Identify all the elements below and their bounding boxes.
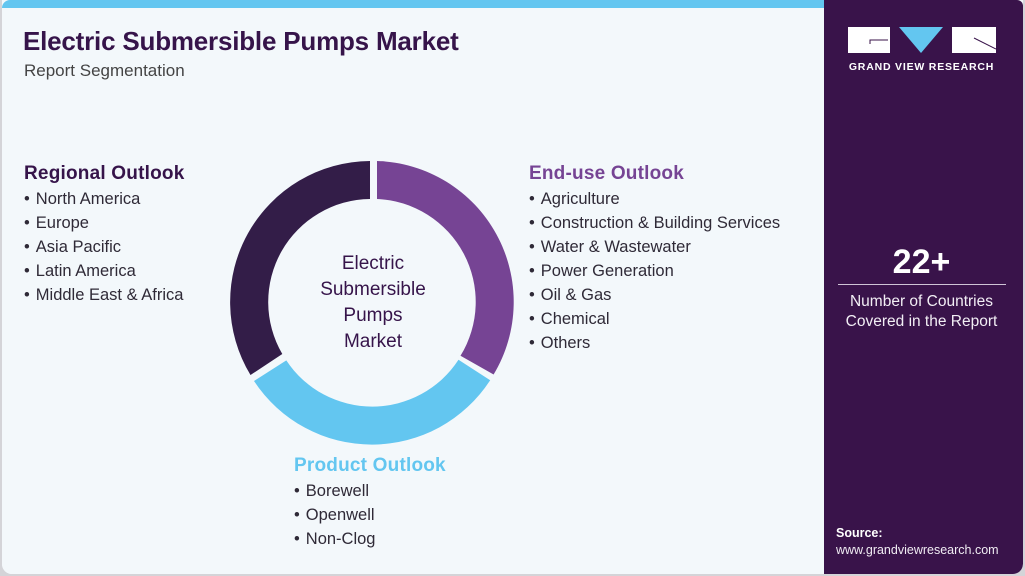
list-item: Non-Clog	[294, 527, 446, 551]
list-item: Middle East & Africa	[24, 283, 184, 307]
enduse-outlook-section: End-use Outlook Agriculture Construction…	[529, 163, 780, 355]
logo-text: GRAND VIEW RESEARCH	[848, 61, 995, 73]
enduse-outlook-title: End-use Outlook	[529, 163, 684, 184]
countries-label: Number of Countries Covered in the Repor…	[822, 292, 1021, 332]
regional-outlook-title: Regional Outlook	[24, 163, 185, 184]
donut-segment-enduse	[377, 161, 514, 375]
list-item: Oil & Gas	[529, 283, 780, 307]
list-item: Others	[529, 331, 780, 355]
page-title: Electric Submersible Pumps Market	[23, 26, 459, 56]
source-label: Source:	[836, 526, 883, 540]
regional-outlook-list: North America Europe Asia Pacific Latin …	[24, 187, 184, 307]
list-item: North America	[24, 187, 184, 211]
source-url: www.grandviewresearch.com	[836, 543, 999, 557]
segmentation-donut-chart	[230, 161, 514, 445]
donut-segment-regional	[230, 161, 370, 375]
list-item: Latin America	[24, 259, 184, 283]
sidebar-panel	[824, 0, 1023, 574]
list-item: Chemical	[529, 307, 780, 331]
donut-center-line: Electric	[341, 253, 405, 274]
countries-label-line: Number of Countries	[849, 293, 993, 310]
donut-center-line: Submersible	[320, 279, 426, 300]
stat-divider	[838, 284, 1006, 285]
product-outlook-title: Product Outlook	[294, 455, 446, 476]
enduse-outlook-list: Agriculture Construction & Building Serv…	[529, 187, 780, 355]
donut-segment-product	[254, 359, 491, 445]
list-item: Europe	[24, 211, 184, 235]
list-item: Asia Pacific	[24, 235, 184, 259]
list-item: Power Generation	[529, 259, 780, 283]
page-subtitle: Report Segmentation	[24, 61, 185, 80]
list-item: Borewell	[294, 479, 446, 503]
main-panel: Electric Submersible Pumps Market Report…	[2, 0, 824, 574]
list-item: Construction & Building Services	[529, 211, 780, 235]
countries-count: 22+	[892, 243, 951, 281]
list-item: Openwell	[294, 503, 446, 527]
top-accent-bar	[2, 0, 824, 8]
product-outlook-list: Borewell Openwell Non-Clog	[294, 479, 446, 551]
donut-center-line: Market	[343, 331, 403, 352]
donut-center-line: Pumps	[343, 305, 403, 326]
donut-center-label: Electric Submersible Pumps Market	[288, 251, 458, 355]
list-item: Agriculture	[529, 187, 780, 211]
countries-label-line: Covered in the Report	[845, 313, 998, 330]
list-item: Water & Wastewater	[529, 235, 780, 259]
grand-view-research-logo-icon	[848, 27, 996, 53]
regional-outlook-section: Regional Outlook North America Europe As…	[24, 163, 184, 307]
product-outlook-section: Product Outlook Borewell Openwell Non-Cl…	[294, 455, 446, 551]
